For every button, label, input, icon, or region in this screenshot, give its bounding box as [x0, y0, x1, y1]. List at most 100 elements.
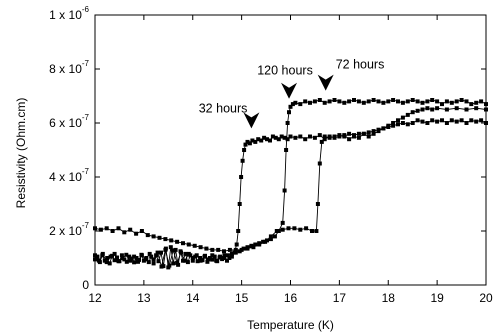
data-point: [216, 247, 221, 252]
data-point: [327, 99, 332, 104]
data-point: [279, 134, 284, 139]
data-point: [376, 99, 381, 104]
data-point: [479, 99, 484, 104]
data-point: [293, 100, 298, 105]
plot-frame: [94, 14, 487, 286]
y-tick-label: 8 x 10-7: [49, 59, 89, 76]
data-point: [175, 260, 180, 265]
data-point: [112, 251, 117, 256]
data-point: [391, 123, 396, 128]
y-tick-label: 6 x 10-7: [49, 113, 89, 130]
data-point: [366, 99, 371, 104]
data-point: [459, 118, 464, 123]
data-point: [391, 121, 396, 125]
data-point: [361, 131, 366, 136]
data-point: [156, 259, 161, 264]
data-point: [229, 251, 234, 256]
data-point: [420, 100, 425, 105]
data-point: [268, 237, 273, 242]
data-point: [444, 121, 449, 125]
data-point: [449, 118, 454, 123]
data-point: [227, 256, 232, 260]
data-point: [250, 138, 255, 143]
data-point: [259, 138, 264, 143]
data-markers: [93, 98, 488, 270]
data-point: [229, 254, 234, 259]
data-point: [218, 254, 223, 259]
data-point: [285, 137, 290, 142]
data-point: [222, 256, 226, 260]
data-point: [308, 134, 312, 139]
data-point: [247, 141, 252, 146]
data-point: [159, 264, 164, 269]
data-point: [322, 134, 327, 139]
x-axis-title: Temperature (K): [247, 318, 334, 332]
data-point: [192, 243, 197, 248]
data-point: [435, 119, 440, 124]
data-point: [435, 106, 440, 111]
data-point: [420, 119, 425, 124]
data-point: [440, 118, 444, 123]
x-tick-label: 13: [137, 291, 151, 305]
data-point: [214, 258, 219, 263]
data-point: [286, 226, 291, 231]
data-point: [317, 133, 322, 138]
data-point: [120, 256, 125, 260]
data-point: [464, 99, 469, 104]
data-point: [282, 188, 287, 193]
data-point: [440, 102, 444, 107]
data-point: [454, 119, 459, 124]
data-point: [119, 253, 124, 258]
annotation-arrow: [243, 112, 260, 129]
data-point: [381, 126, 386, 131]
data-point: [282, 135, 287, 140]
data-point: [225, 253, 230, 258]
data-point: [312, 99, 317, 104]
data-point: [337, 133, 342, 138]
data-point: [98, 227, 103, 232]
data-point: [245, 139, 250, 144]
data-point: [210, 247, 215, 252]
data-point: [242, 148, 247, 152]
data-point: [479, 118, 484, 123]
data-point: [332, 98, 337, 102]
data-point: [464, 107, 469, 112]
data-point: [298, 227, 303, 232]
data-point: [202, 254, 207, 259]
data-point: [444, 107, 449, 112]
data-point: [274, 229, 279, 233]
data-point: [151, 234, 156, 239]
data-point: [169, 238, 174, 243]
annotation-label: 72 hours: [336, 58, 385, 72]
data-point: [110, 229, 115, 233]
data-point: [430, 98, 435, 102]
data-point: [469, 118, 474, 123]
data-point: [95, 254, 100, 259]
data-point: [237, 202, 242, 206]
data-point: [356, 131, 361, 136]
data-point: [127, 254, 132, 259]
data-point: [303, 99, 308, 104]
data-point: [253, 139, 258, 144]
data-point: [151, 257, 156, 262]
data-point: [251, 245, 256, 250]
data-point: [124, 252, 129, 257]
data-point: [361, 100, 366, 105]
data-point: [245, 246, 250, 251]
data-point: [474, 119, 479, 124]
data-point: [128, 227, 133, 232]
data-point: [234, 242, 239, 247]
data-point: [415, 108, 420, 113]
data-point: [233, 247, 238, 252]
data-point: [190, 256, 195, 260]
data-point: [263, 239, 268, 244]
data-point: [400, 121, 405, 125]
data-point: [195, 259, 200, 264]
data-point: [322, 100, 327, 105]
y-axis-title: Resistivity (Ohm.cm): [14, 98, 28, 209]
x-tick-label: 14: [186, 291, 200, 305]
y-tick-label: 2 x 10-7: [49, 221, 89, 238]
data-point: [222, 253, 227, 258]
x-tick-label: 16: [284, 291, 298, 305]
data-point: [444, 99, 449, 104]
